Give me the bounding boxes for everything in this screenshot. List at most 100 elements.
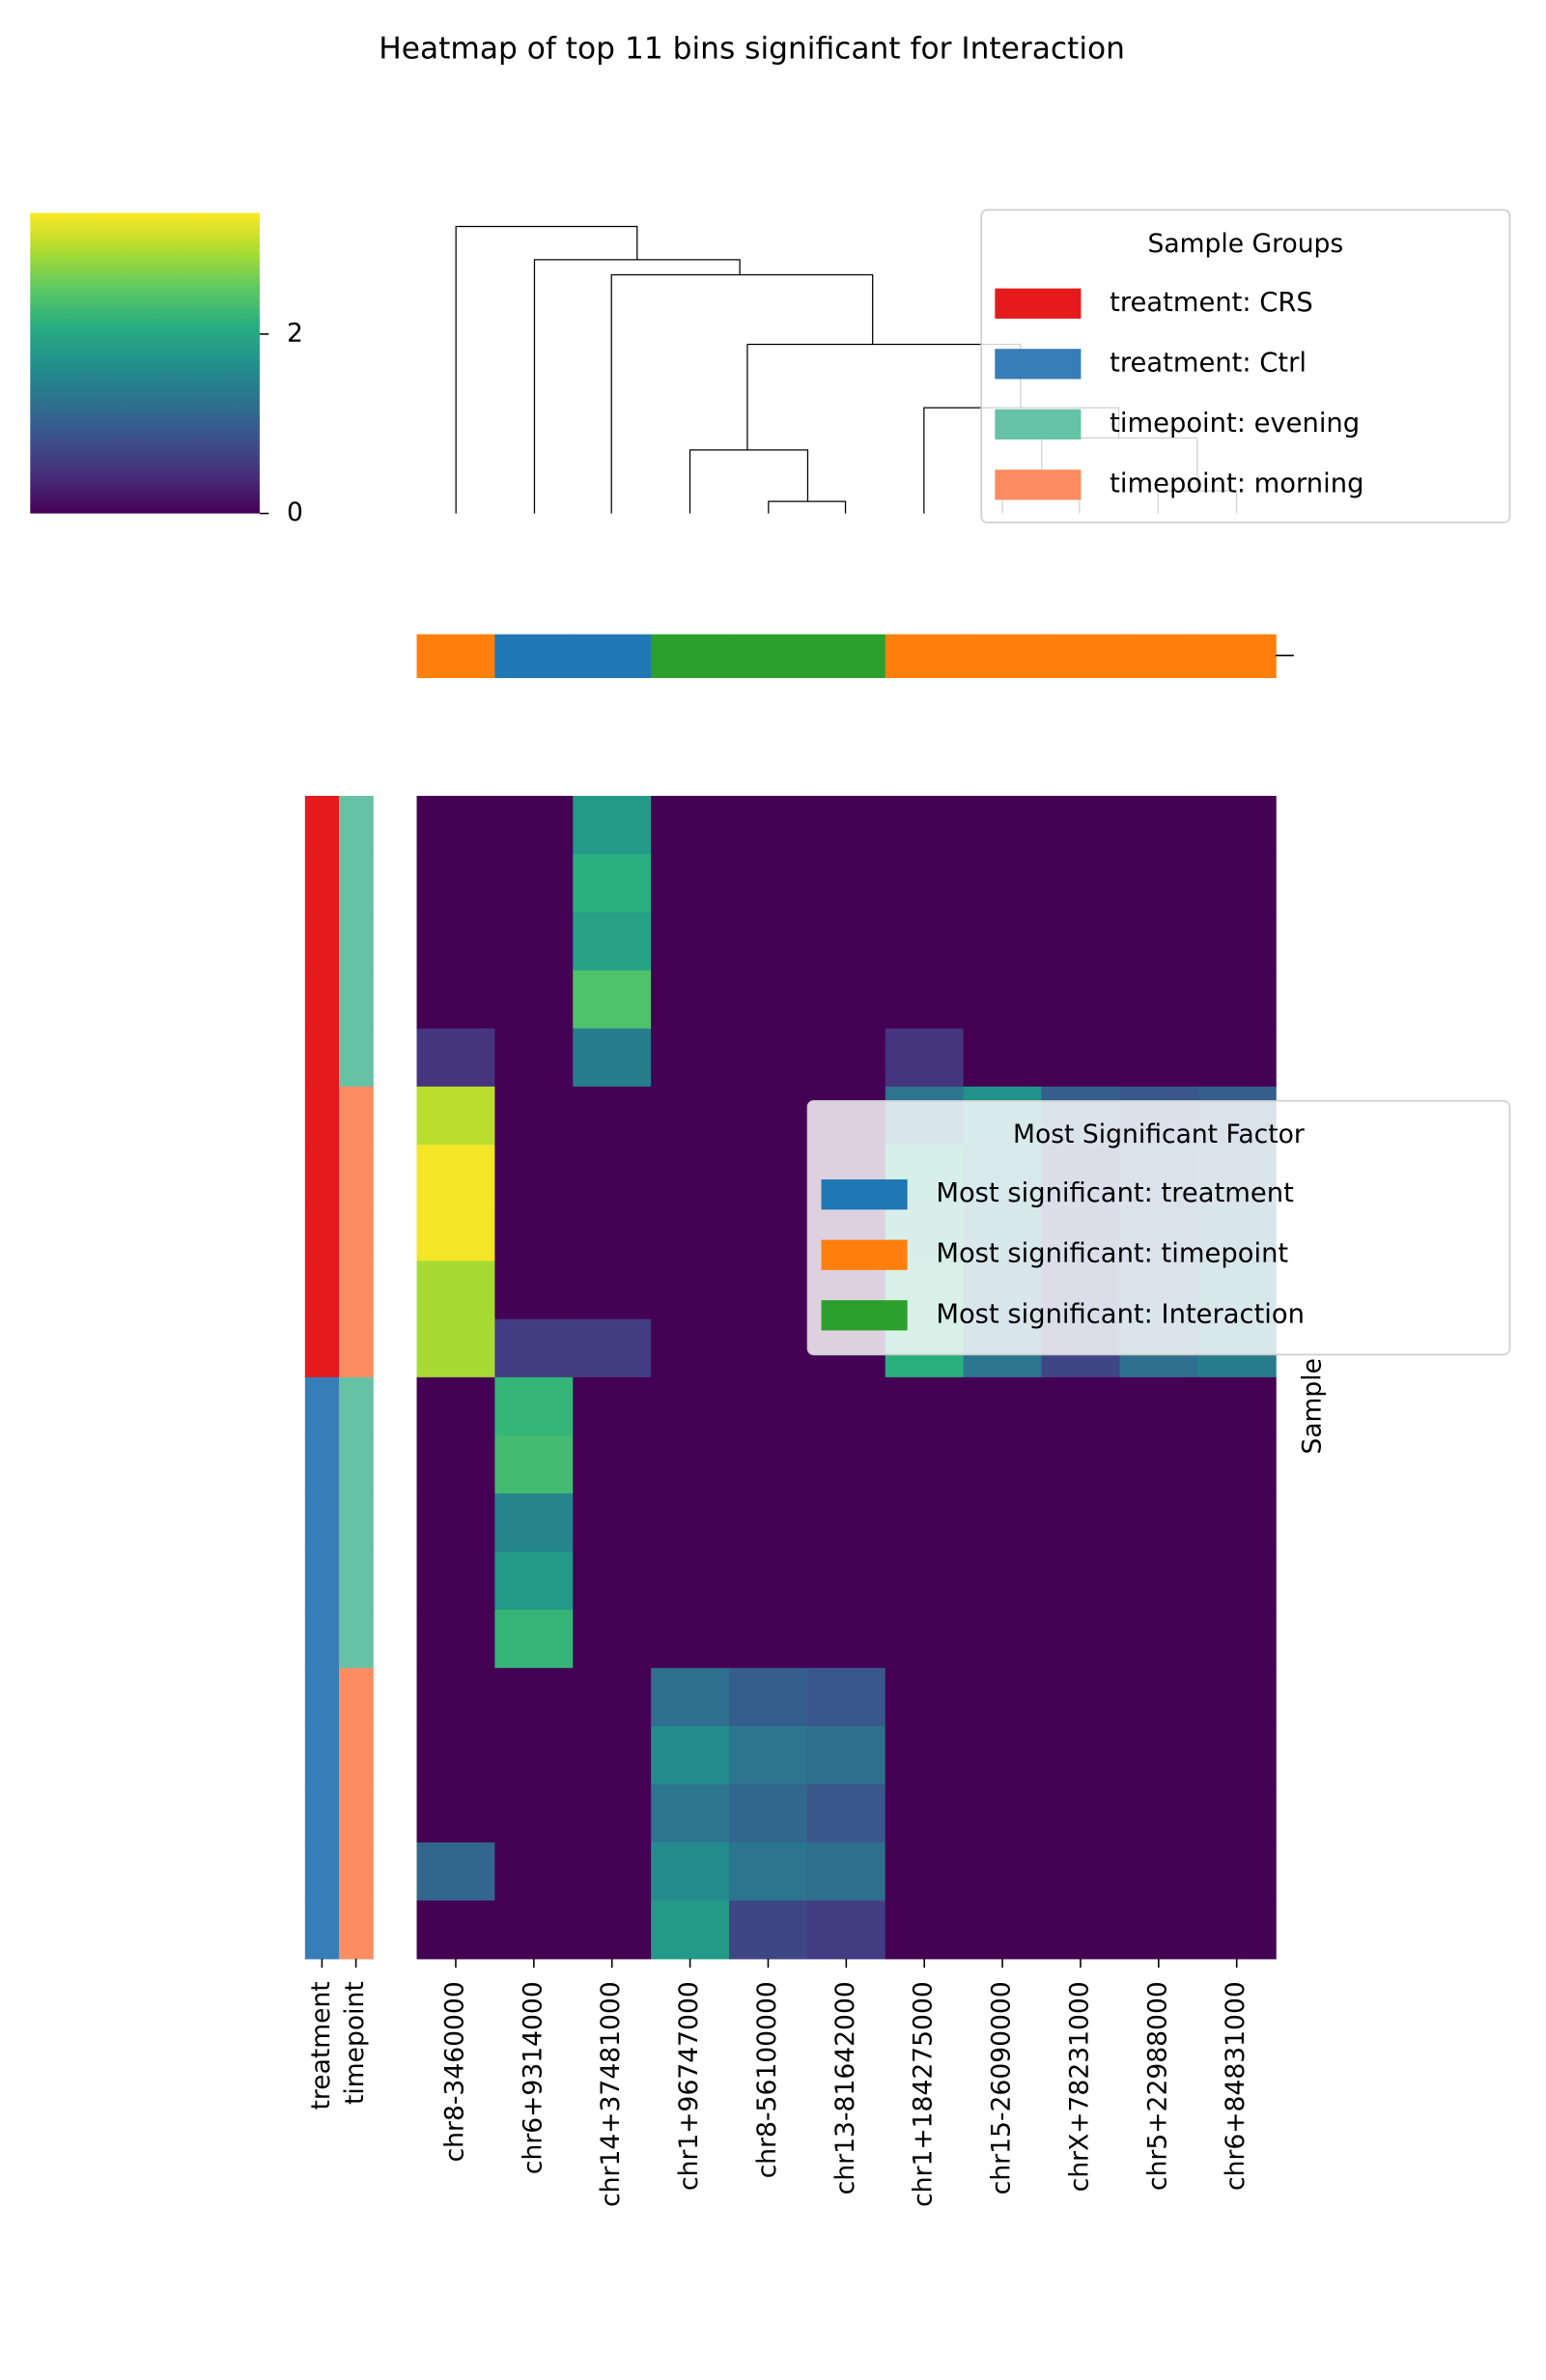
heatmap-cell	[416, 1784, 496, 1844]
heatmap-cell	[494, 1086, 574, 1146]
heatmap-cell	[416, 1900, 496, 1960]
x-tick-label: chr1+96747000	[674, 1981, 704, 2191]
heatmap-cell	[806, 1667, 886, 1727]
heatmap-cell	[1119, 854, 1198, 913]
heatmap-cell	[416, 854, 496, 913]
heatmap-cell	[494, 1145, 574, 1204]
heatmap-cell	[1119, 1726, 1198, 1785]
heatmap-cell	[651, 795, 730, 855]
legend-label: timepoint: morning	[1110, 468, 1363, 498]
heatmap-cell	[416, 1609, 496, 1669]
heatmap-cell	[806, 1028, 886, 1088]
heatmap-cell	[494, 1028, 574, 1088]
col-color	[729, 634, 808, 678]
col-color	[963, 634, 1043, 678]
heatmap-cell	[885, 970, 965, 1030]
heatmap-cell	[1119, 795, 1198, 855]
row-color	[339, 1318, 374, 1378]
heatmap-cell	[573, 1086, 652, 1146]
heatmap-cell	[885, 1900, 965, 1960]
heatmap-cell	[963, 1376, 1043, 1436]
heatmap-cell	[963, 1842, 1043, 1902]
heatmap-cell	[651, 1086, 730, 1146]
heatmap-cell	[1197, 1435, 1277, 1494]
x-tick-label: chr6+9314000	[518, 1981, 548, 2174]
heatmap-cell	[494, 1784, 574, 1844]
legend-swatch	[995, 349, 1082, 380]
heatmap-cell	[1041, 795, 1121, 855]
heatmap-cell	[806, 795, 886, 855]
heatmap-cell	[416, 1842, 496, 1902]
heatmap-cell	[651, 1551, 730, 1611]
heatmap-cell	[806, 1900, 886, 1960]
heatmap-cell	[416, 1318, 496, 1378]
heatmap-cell	[1119, 912, 1198, 972]
heatmap-cell	[806, 1726, 886, 1785]
x-tick-label: chrX+78231000	[1064, 1981, 1094, 2192]
heatmap-cell	[651, 912, 730, 972]
legend-label: Most significant: Interaction	[936, 1299, 1305, 1329]
heatmap-cell	[1041, 1493, 1121, 1553]
col-color	[494, 634, 574, 678]
heatmap-cell	[963, 1900, 1043, 1960]
heatmap-cell	[1041, 854, 1121, 913]
heatmap-cell	[416, 970, 496, 1030]
row-color	[304, 912, 340, 972]
heatmap-cell	[963, 1028, 1043, 1088]
row-color	[339, 1726, 374, 1785]
row-color	[339, 1667, 374, 1727]
row-color	[304, 1318, 340, 1378]
heatmap-cell	[1119, 970, 1198, 1030]
heatmap-cell	[651, 1667, 730, 1727]
heatmap-cell	[729, 1900, 808, 1960]
heatmap-cell	[651, 1435, 730, 1494]
legend-box	[980, 209, 1511, 524]
heatmap-cell	[573, 1784, 652, 1844]
heatmap-cell	[1041, 1376, 1121, 1436]
heatmap-cell	[1041, 1667, 1121, 1727]
heatmap-cell	[1119, 1842, 1198, 1902]
heatmap-cell	[1119, 1493, 1198, 1553]
heatmap-cell	[806, 1609, 886, 1669]
row-annotation-label: timepoint	[340, 1981, 370, 2105]
heatmap-cell	[573, 970, 652, 1030]
heatmap-cell	[651, 1145, 730, 1204]
row-color	[304, 1551, 340, 1611]
heatmap-cell	[651, 1261, 730, 1320]
heatmap-cell	[729, 1086, 808, 1146]
heatmap-cell	[416, 912, 496, 972]
heatmap-cell	[729, 1551, 808, 1611]
heatmap-cell	[1197, 854, 1277, 913]
heatmap-cell	[963, 912, 1043, 972]
col-color	[1119, 634, 1198, 678]
row-color	[339, 854, 374, 913]
heatmap-cell	[729, 1376, 808, 1436]
col-color	[806, 634, 886, 678]
heatmap-cell	[1197, 1376, 1277, 1436]
heatmap-cell	[573, 1261, 652, 1320]
heatmap-cell	[1119, 1609, 1198, 1669]
heatmap-cell	[1197, 1667, 1277, 1727]
heatmap-cell	[729, 1145, 808, 1204]
row-color	[304, 1435, 340, 1494]
heatmap-cell	[1197, 1900, 1277, 1960]
row-color	[304, 854, 340, 913]
heatmap-cell	[416, 1376, 496, 1436]
heatmap-cell	[963, 1609, 1043, 1669]
heatmap-cell	[729, 912, 808, 972]
heatmap-cell	[885, 1435, 965, 1494]
heatmap-cell	[573, 1435, 652, 1494]
heatmap-cell	[1041, 1551, 1121, 1611]
heatmap-cell	[806, 1784, 886, 1844]
heatmap-cell	[806, 1842, 886, 1902]
row-color	[304, 1493, 340, 1553]
heatmap-cell	[494, 1667, 574, 1727]
row-color	[304, 1667, 340, 1727]
heatmap-cell	[729, 1435, 808, 1494]
heatmap-cell	[416, 795, 496, 855]
row-color	[304, 1145, 340, 1204]
legend-label: Most significant: treatment	[936, 1178, 1294, 1208]
heatmap-cell	[885, 912, 965, 972]
legend-swatch	[995, 288, 1082, 319]
heatmap-cell	[1119, 1028, 1198, 1088]
